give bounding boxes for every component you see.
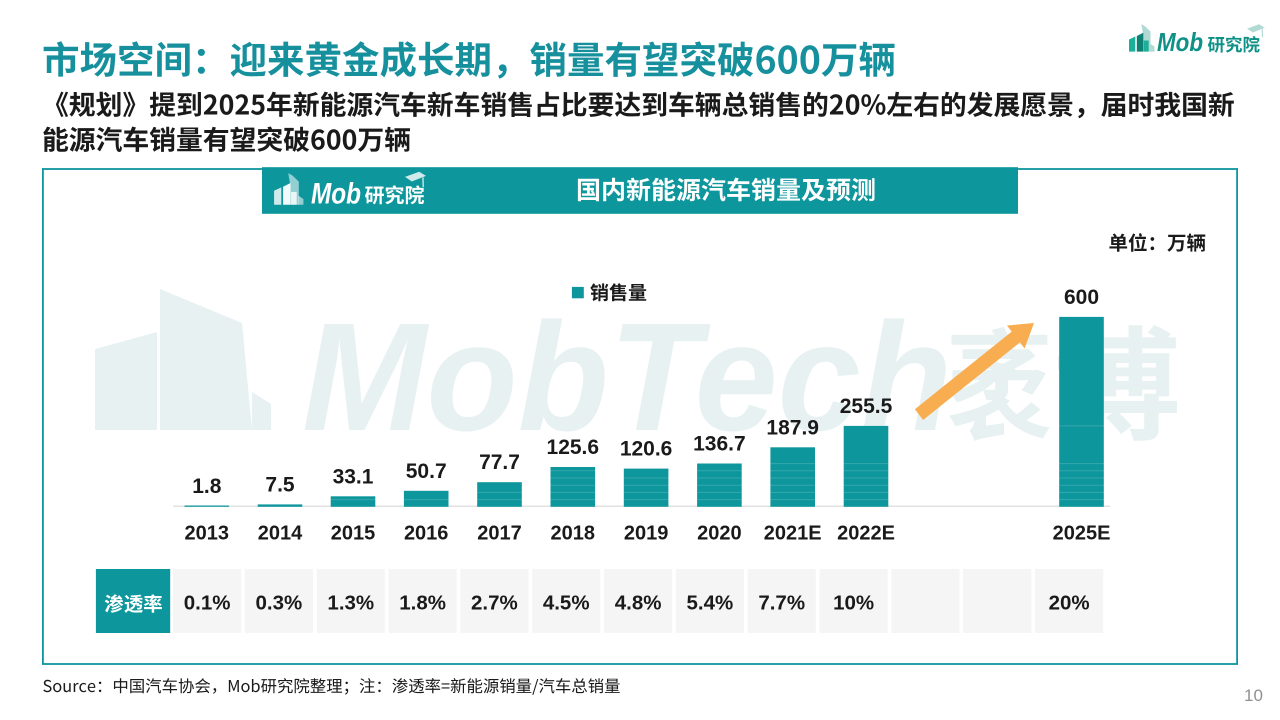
svg-text:33.1: 33.1 [333, 465, 374, 488]
svg-text:4.8%: 4.8% [615, 592, 662, 615]
svg-text:600: 600 [1064, 286, 1099, 309]
svg-text:2019: 2019 [624, 523, 669, 545]
svg-text:10: 10 [1244, 686, 1263, 705]
svg-text:MobTech: MobTech [302, 291, 952, 463]
svg-text:2017: 2017 [477, 523, 522, 545]
svg-text:120.6: 120.6 [620, 438, 673, 461]
svg-text:10%: 10% [833, 592, 874, 615]
svg-text:5.4%: 5.4% [687, 592, 734, 615]
svg-text:2015: 2015 [331, 523, 376, 545]
svg-text:125.6: 125.6 [547, 436, 600, 459]
svg-text:136.7: 136.7 [693, 433, 746, 456]
svg-text:0.3%: 0.3% [256, 592, 303, 615]
svg-text:0.1%: 0.1% [184, 592, 231, 615]
svg-text:Mob: Mob [311, 178, 361, 211]
svg-text:1.3%: 1.3% [327, 592, 374, 615]
svg-text:77.7: 77.7 [479, 451, 520, 474]
svg-text:7.5: 7.5 [265, 473, 295, 496]
svg-text:2020: 2020 [697, 523, 742, 545]
svg-text:2.7%: 2.7% [471, 592, 518, 615]
svg-text:50.7: 50.7 [406, 460, 447, 483]
svg-text:20%: 20% [1049, 592, 1090, 615]
svg-text:2016: 2016 [404, 523, 449, 545]
svg-text:1.8%: 1.8% [399, 592, 446, 615]
svg-text:4.5%: 4.5% [543, 592, 590, 615]
svg-text:2025E: 2025E [1053, 523, 1111, 545]
svg-text:2013: 2013 [185, 523, 230, 545]
svg-text:2022E: 2022E [837, 523, 895, 545]
svg-text:2018: 2018 [551, 523, 596, 545]
svg-text:2014: 2014 [258, 523, 303, 545]
svg-text:2021E: 2021E [764, 523, 822, 545]
svg-text:7.7%: 7.7% [758, 592, 805, 615]
svg-text:187.9: 187.9 [766, 416, 819, 439]
svg-text:Mob: Mob [1157, 27, 1203, 57]
svg-text:255.5: 255.5 [840, 395, 893, 418]
svg-text:1.8: 1.8 [192, 475, 222, 498]
